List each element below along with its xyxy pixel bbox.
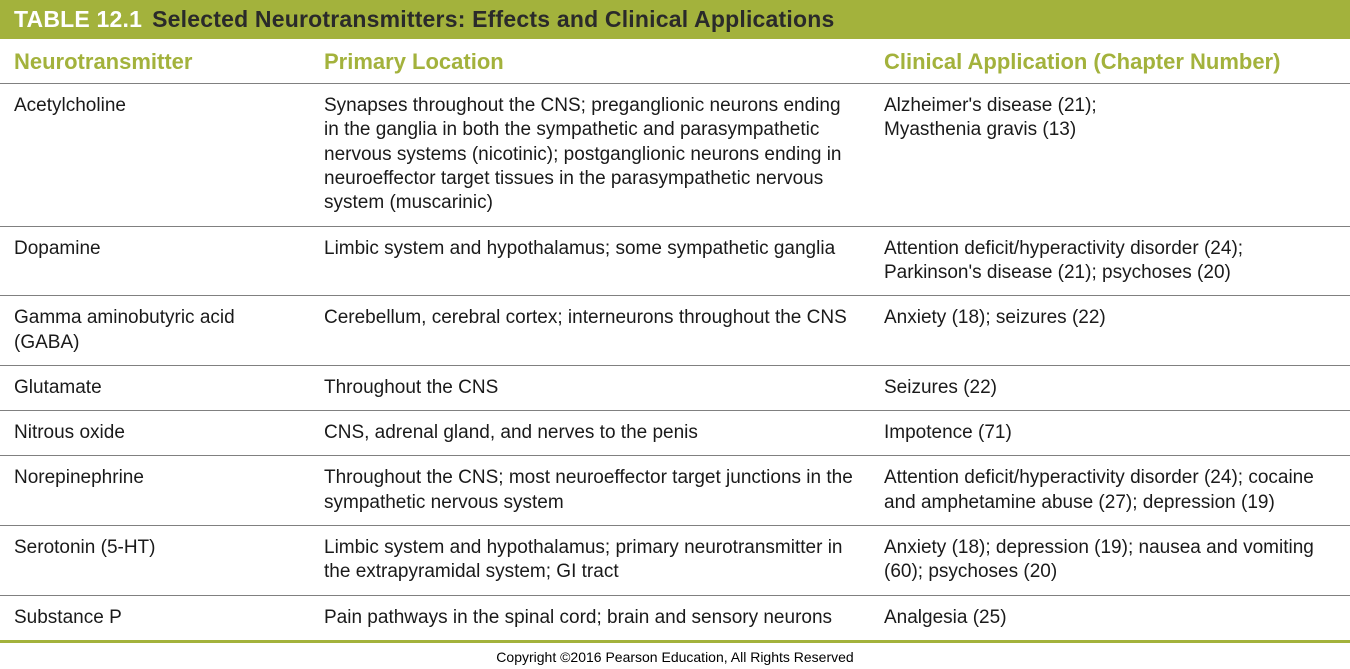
cell-application: Anxiety (18); depression (19); nausea an… xyxy=(870,526,1350,596)
cell-neurotransmitter: Glutamate xyxy=(0,365,310,410)
table-row: DopamineLimbic system and hypothalamus; … xyxy=(0,226,1350,296)
table-title-bar: TABLE 12.1 Selected Neurotransmitters: Ef… xyxy=(0,0,1350,39)
col-header-neurotransmitter: Neurotransmitter xyxy=(0,39,310,84)
table-header-row: Neurotransmitter Primary Location Clinic… xyxy=(0,39,1350,84)
cell-location: Synapses throughout the CNS; preganglion… xyxy=(310,84,870,227)
table-row: GlutamateThroughout the CNSSeizures (22) xyxy=(0,365,1350,410)
table-container: TABLE 12.1 Selected Neurotransmitters: Ef… xyxy=(0,0,1350,669)
cell-neurotransmitter: Serotonin (5-HT) xyxy=(0,526,310,596)
table-number: TABLE 12.1 xyxy=(14,6,142,32)
table-body: AcetylcholineSynapses throughout the CNS… xyxy=(0,84,1350,642)
cell-location: Throughout the CNS xyxy=(310,365,870,410)
cell-application: Attention deficit/hyperactivity disorder… xyxy=(870,456,1350,526)
cell-neurotransmitter: Norepinephrine xyxy=(0,456,310,526)
cell-location: CNS, adrenal gland, and nerves to the pe… xyxy=(310,411,870,456)
table-row: AcetylcholineSynapses throughout the CNS… xyxy=(0,84,1350,227)
copyright-text: Copyright ©2016 Pearson Education, All R… xyxy=(0,643,1350,669)
cell-application: Attention deficit/hyperactivity disorder… xyxy=(870,226,1350,296)
cell-application: Seizures (22) xyxy=(870,365,1350,410)
cell-location: Cerebellum, cerebral cortex; interneuron… xyxy=(310,296,870,366)
cell-application: Analgesia (25) xyxy=(870,595,1350,641)
cell-neurotransmitter: Acetylcholine xyxy=(0,84,310,227)
cell-application: Alzheimer's disease (21); Myasthenia gra… xyxy=(870,84,1350,227)
neurotransmitter-table: Neurotransmitter Primary Location Clinic… xyxy=(0,39,1350,643)
cell-location: Limbic system and hypothalamus; some sym… xyxy=(310,226,870,296)
cell-application: Impotence (71) xyxy=(870,411,1350,456)
table-row: Substance PPain pathways in the spinal c… xyxy=(0,595,1350,641)
cell-location: Throughout the CNS; most neuroeffector t… xyxy=(310,456,870,526)
col-header-location: Primary Location xyxy=(310,39,870,84)
col-header-application: Clinical Application (Chapter Number) xyxy=(870,39,1350,84)
cell-neurotransmitter: Gamma aminobutyric acid (GABA) xyxy=(0,296,310,366)
cell-application: Anxiety (18); seizures (22) xyxy=(870,296,1350,366)
cell-neurotransmitter: Dopamine xyxy=(0,226,310,296)
table-title-text: Selected Neurotransmitters: Effects and … xyxy=(152,6,834,32)
table-row: NorepinephrineThroughout the CNS; most n… xyxy=(0,456,1350,526)
table-row: Gamma aminobutyric acid (GABA)Cerebellum… xyxy=(0,296,1350,366)
table-row: Nitrous oxideCNS, adrenal gland, and ner… xyxy=(0,411,1350,456)
cell-neurotransmitter: Substance P xyxy=(0,595,310,641)
cell-location: Pain pathways in the spinal cord; brain … xyxy=(310,595,870,641)
cell-neurotransmitter: Nitrous oxide xyxy=(0,411,310,456)
cell-location: Limbic system and hypothalamus; primary … xyxy=(310,526,870,596)
table-row: Serotonin (5-HT)Limbic system and hypoth… xyxy=(0,526,1350,596)
